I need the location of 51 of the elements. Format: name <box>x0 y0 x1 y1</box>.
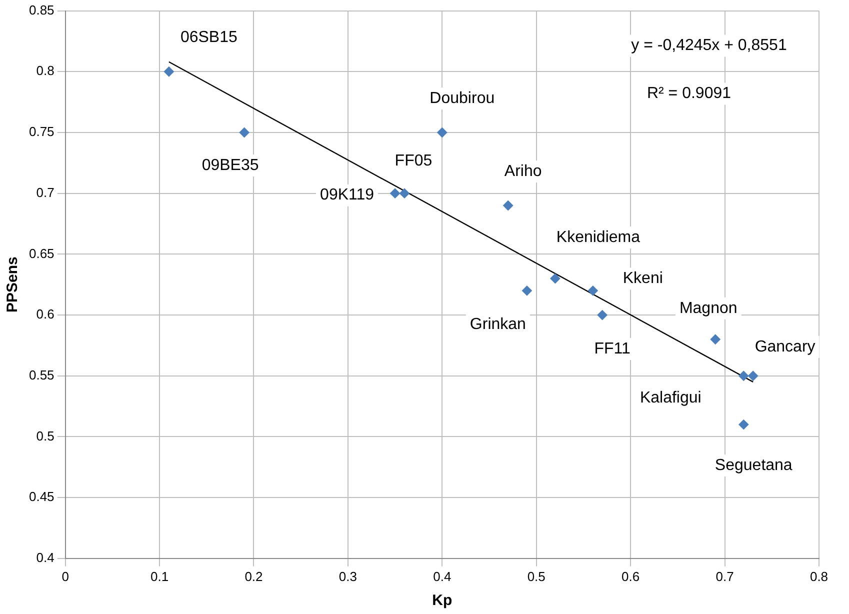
y-axis-title: PPSens <box>4 256 22 313</box>
annotation: Kkenidiema <box>556 228 640 246</box>
y-tick-label: 0.45 <box>28 489 54 504</box>
point <box>710 334 720 344</box>
x-tick-label: 0.4 <box>433 568 452 584</box>
annotation: 09BE35 <box>202 156 259 174</box>
annotation: FF11 <box>594 340 630 358</box>
x-tick-label: 0.5 <box>527 568 546 584</box>
annotation: Kalafigui <box>640 389 702 406</box>
x-tick-label: 0.3 <box>338 568 357 584</box>
point <box>437 127 448 138</box>
annotation: Gancary <box>754 338 816 356</box>
annotation: y = -0,4245x + 0,8551 <box>631 37 787 54</box>
point <box>550 274 560 284</box>
y-tick-label: 0.85 <box>28 2 54 18</box>
point <box>503 200 514 210</box>
annotation: 09K119 <box>320 186 374 204</box>
annotation: Ariho <box>504 162 542 180</box>
point <box>748 370 758 381</box>
point <box>738 420 749 430</box>
annotation: 06SB15 <box>180 29 238 46</box>
x-tick-label: 0.8 <box>810 568 828 584</box>
point <box>390 188 400 198</box>
y-tick-label: 0.6 <box>36 306 54 322</box>
x-tick-label: 0.7 <box>716 568 734 584</box>
point <box>738 370 749 381</box>
point <box>239 127 250 138</box>
y-tick-label: 0.7 <box>36 184 54 200</box>
annotation: Grinkan <box>470 316 526 334</box>
x-tick-label: 0.1 <box>150 568 169 584</box>
y-tick-label: 0.55 <box>28 367 54 382</box>
annotation: FF05 <box>394 152 432 170</box>
y-tick-label: 0.8 <box>36 63 54 78</box>
point <box>164 66 174 77</box>
point <box>399 188 410 198</box>
annotation: R² = 0.9091 <box>646 85 732 102</box>
annotation: Kkeni <box>622 270 663 288</box>
point <box>597 310 608 320</box>
annotation: Seguetana <box>714 456 792 474</box>
annotation: Magnon <box>679 300 738 317</box>
y-tick-label: 0.75 <box>28 124 54 140</box>
y-tick-label: 0.5 <box>36 428 54 444</box>
x-axis-title: Kp <box>432 592 452 610</box>
annotation: Doubirou <box>430 90 495 107</box>
y-tick-label: 0.4 <box>36 550 54 565</box>
y-tick-label: 0.65 <box>28 246 54 261</box>
point <box>522 286 532 296</box>
x-tick-label: 0 <box>62 568 69 584</box>
x-tick-label: 0.6 <box>622 568 640 584</box>
x-tick-label: 0.2 <box>244 568 263 584</box>
point <box>588 286 598 296</box>
